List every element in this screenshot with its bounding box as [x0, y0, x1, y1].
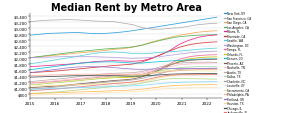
Legend: New York, NY, San Francisco, CA, San Diego, CA, Los Angeles, CA, Miami, FL, Rive: New York, NY, San Francisco, CA, San Die…: [223, 11, 252, 113]
Title: Median Rent by Metro Area: Median Rent by Metro Area: [51, 3, 201, 13]
